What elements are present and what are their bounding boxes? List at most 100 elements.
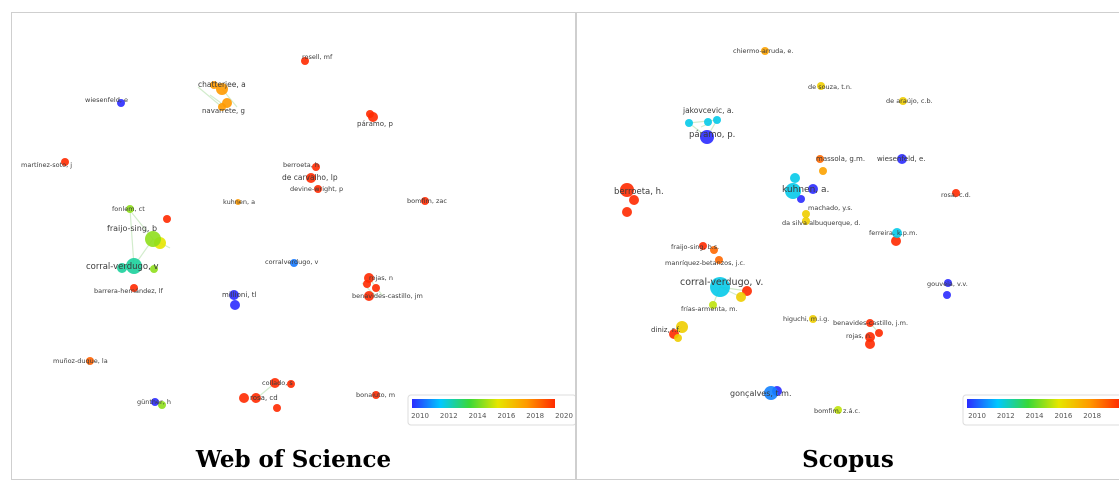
wos-node-label: kuhnen, a [223,198,255,206]
scopus-node [944,279,952,287]
wos-node [230,300,240,310]
scopus-node [943,291,951,299]
scopus-node [808,184,818,194]
scopus-node-label: gouveia, v.v. [927,280,968,288]
scopus-node [797,195,805,203]
wos-edge [129,208,135,267]
scopus-node-label: da silva albuquerque, d. [782,219,860,227]
wos-node [372,391,380,399]
wos-node-label: navarrete, g [202,107,245,115]
wos-node [273,404,281,412]
scopus-node-label: fraijo-sing, b.s. [671,243,719,251]
wos-node [117,263,127,273]
wos-node-label: bomfim, zac [407,197,447,205]
scopus-node [865,332,875,342]
scopus-node [819,167,827,175]
wos-node-label: rojas, n [369,274,393,282]
wos-caption: Web of Science [195,446,392,473]
scopus-node [834,406,842,414]
wos-legend-colorbar [412,399,555,408]
wos-node-label: corralverdugo, v [265,258,318,266]
wos-node-label: barrera-hernández, lf [94,287,164,295]
scopus-node-label: rojas, n. [846,332,872,340]
wos-node [364,273,374,283]
wos-node [216,83,228,95]
scopus-node [709,301,717,309]
wos-node [218,103,226,111]
scopus-node-label: de araújo, c.b. [886,97,933,105]
scopus-legend-tick: 2018 [1083,412,1101,420]
scopus-caption: Scopus [802,446,894,473]
wos-legend-tick: 2016 [497,412,515,420]
scopus-node [865,339,875,349]
wos-node [150,265,158,273]
wos-node [145,231,161,247]
wos-legend-tick: 2020 [555,412,573,420]
wos-legend-tick: 2014 [469,412,487,420]
scopus-legend-tick: 2014 [1026,412,1044,420]
wos-node [364,291,374,301]
scopus-node [704,118,712,126]
wos-node [117,99,125,107]
scopus-node-label: ferreira, k.p.m. [869,229,917,237]
scopus-node [897,154,907,164]
scopus-node-label: bomfim, z.á.c. [814,407,860,415]
wos-node [290,259,298,267]
scopus-node [620,183,634,197]
wos-node [251,393,261,403]
scopus-node [699,242,707,250]
scopus-network-map: chiermo-arruda, e. de souza, t.n. de araúj… [614,47,1119,426]
scopus-node [809,315,817,323]
wos-node [306,173,316,183]
scopus-node [736,292,746,302]
wos-node-label: devine-wright, p [290,185,343,193]
wos-node-label: páramo, p [357,120,393,128]
wos-node-label: fraijo-sing, b [107,224,157,233]
wos-node [126,258,142,274]
scopus-node-label: benavides-castillo, j.m. [833,319,908,327]
wos-node [210,81,218,89]
scopus-node-label: rosa, c.d. [941,191,971,199]
scopus-node [629,195,639,205]
wos-node-label: millioni, tl [222,291,256,299]
scopus-node [899,97,907,105]
scopus-node [713,116,721,124]
scopus-node [764,386,778,400]
scopus-node [817,82,825,90]
scopus-node-label: jakovcevic, a. [682,106,734,115]
wos-node-label: bonaiuto, m [356,391,395,399]
scopus-node-label: corral-verdugo, v. [680,277,763,288]
scopus-node [952,189,960,197]
wos-node [372,284,380,292]
wos-node-label: fonlem, ct [112,205,145,213]
scopus-node [790,173,800,183]
scopus-node-label: gonçalves, t.m. [730,389,792,398]
wos-node-label: collado, s [262,379,293,387]
wos-node-label: günther, h [137,398,171,406]
wos-node [151,398,159,406]
scopus-legend-tick: 2012 [997,412,1015,420]
wos-node-label: martínez-soto, j [21,161,72,169]
scopus-node [685,119,693,127]
scopus-node [622,207,632,217]
wos-panel: rosell, mf chatterjee, a navarrete, g wiese… [11,12,576,480]
scopus-node-label: de souza, t.n. [808,83,852,91]
wos-node [368,112,378,122]
scopus-legend-tick: 2010 [968,412,986,420]
scopus-node [891,236,901,246]
scopus-node-label: chiermo-arruda, e. [733,47,793,55]
scopus-node-label: wiesenfeld, e. [877,155,926,163]
scopus-node [715,256,723,264]
scopus-edge [688,119,718,124]
scopus-node [802,217,810,225]
wos-node-label: berroeta, h [283,161,319,169]
scopus-node-label: kuhnen, a. [782,185,829,195]
wos-node-label: de carvalho, lp [282,173,338,182]
wos-node [163,215,171,223]
wos-node [314,185,322,193]
scopus-node [700,130,714,144]
scopus-node-label: diniz, r.f. [651,326,681,334]
scopus-legend-colorbar [967,399,1119,408]
scopus-node-label: machado, y.s. [808,204,853,212]
scopus-legend-tick: 2016 [1054,412,1072,420]
